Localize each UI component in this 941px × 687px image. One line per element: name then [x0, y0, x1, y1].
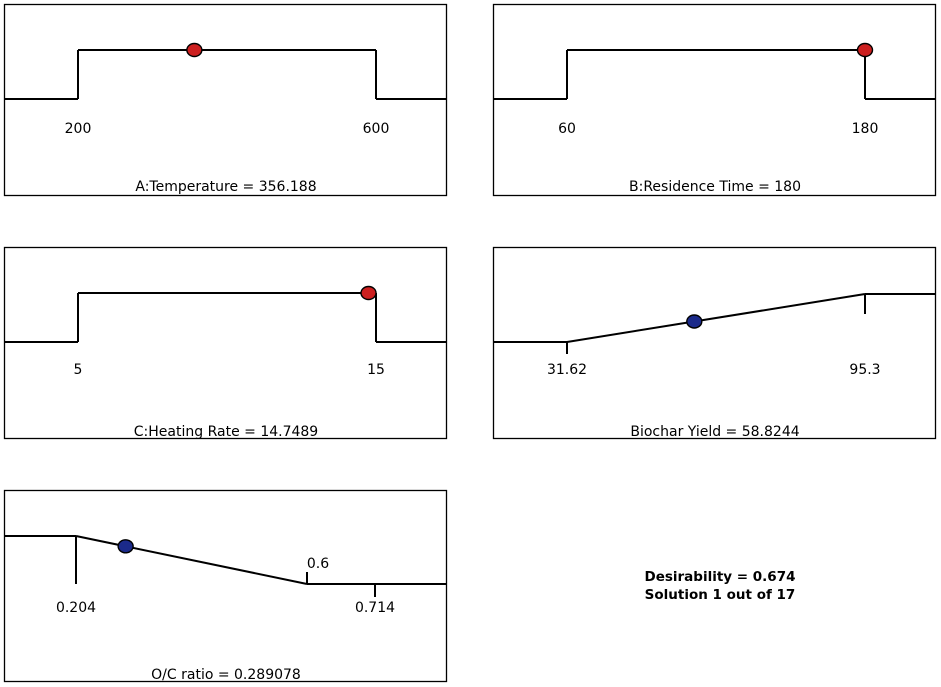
panel-caption: C:Heating Rate = 14.7489	[134, 424, 318, 440]
ramp-slope	[75, 535, 308, 585]
biochar-yield-ramp-panel: 31.62 95.3 Biochar Yield = 58.8244	[492, 246, 937, 440]
oc-ratio-ramp-panel: 0.204 0.6 0.714 O/C ratio = 0.289078	[3, 489, 448, 683]
heating-rate-ramp-panel: 5 15 C:Heating Rate = 14.7489	[3, 246, 448, 440]
value-point	[186, 42, 203, 58]
max-label: 0.714	[355, 600, 395, 616]
min-label: 200	[65, 121, 92, 137]
residence-time-ramp-panel: 60 180 B:Residence Time = 180	[492, 3, 937, 197]
value-point	[360, 285, 377, 301]
solution-count-text: Solution 1 out of 17	[644, 587, 796, 603]
desirability-text: Desirability = 0.674	[644, 569, 796, 585]
min-label: 31.62	[547, 362, 587, 378]
panel-caption: A:Temperature = 356.188	[135, 179, 316, 195]
panel-caption: O/C ratio = 0.289078	[151, 667, 301, 683]
value-point	[686, 314, 703, 329]
panel-frame	[3, 489, 448, 683]
temperature-ramp-panel: 200 600 A:Temperature = 356.188	[3, 3, 448, 197]
min-label: 5	[74, 362, 83, 378]
max-label: 15	[367, 362, 385, 378]
value-point	[856, 42, 874, 58]
min-label: 0.204	[56, 600, 96, 616]
max-label: 95.3	[849, 362, 880, 378]
max-label: 600	[363, 121, 390, 137]
panel-caption: Biochar Yield = 58.8244	[630, 424, 799, 440]
mid-label: 0.6	[307, 556, 329, 572]
panel-caption: B:Residence Time = 180	[629, 179, 801, 195]
ramp-slope	[566, 293, 866, 343]
max-label: 180	[852, 121, 879, 137]
value-point	[117, 539, 134, 554]
min-label: 60	[558, 121, 576, 137]
solution-summary: Desirability = 0.674 Solution 1 out of 1…	[560, 568, 880, 604]
